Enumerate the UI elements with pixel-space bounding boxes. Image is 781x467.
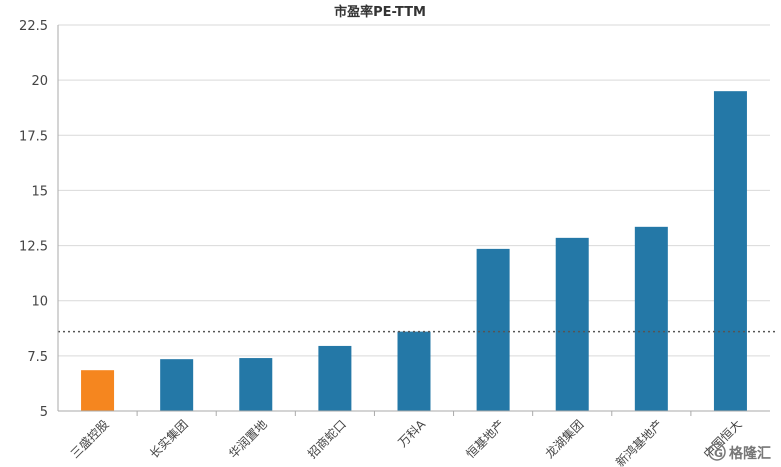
y-tick-label: 20	[31, 74, 48, 89]
y-tick-label: 5	[40, 405, 48, 420]
y-tick-label: 7.5	[27, 350, 48, 365]
x-tick-label: 新鸿基地产	[612, 417, 665, 467]
y-tick-label: 17.5	[19, 129, 48, 144]
bars-layer	[81, 91, 747, 412]
watermark: G 格隆汇	[708, 443, 771, 462]
y-tick-label: 12.5	[19, 240, 48, 255]
x-tick-label: 万科A	[395, 417, 428, 450]
gelonghui-logo-icon	[708, 443, 726, 461]
x-tick-label: 恒基地产	[463, 417, 507, 461]
y-tick-labels: 5 7.5 10 12.5 15 17.5 20 22.5	[19, 19, 48, 420]
x-tick-label: 龙湖集团	[542, 417, 587, 462]
bar-4	[318, 345, 352, 411]
y-tick-label: 22.5	[19, 19, 48, 34]
gelonghui-logo-mark: G	[714, 447, 723, 460]
bar-5	[397, 331, 431, 411]
bar-1	[81, 370, 115, 411]
bar-8	[634, 226, 668, 411]
grid-layer	[58, 24, 770, 357]
watermark-text: 格隆汇	[729, 445, 771, 462]
bar-7	[555, 237, 589, 411]
bar-6	[476, 248, 510, 411]
y-tick-label: 15	[31, 184, 48, 199]
x-tick-label: 长实集团	[146, 417, 191, 462]
x-tick-label: 三盛控股	[67, 417, 112, 462]
chart-title: 市盈率PE-TTM	[334, 4, 426, 20]
bar-3	[239, 358, 273, 411]
x-tick-label: 华润置地	[226, 417, 270, 461]
bar-2	[160, 359, 194, 411]
x-tick-labels: 三盛控股 长实集团 华润置地 招商蛇口 万科A 恒基地产 龙湖集团 新鸿基地产 中国恒大	[67, 417, 744, 467]
y-tick-label: 10	[31, 295, 48, 310]
axis-layer	[57, 25, 770, 416]
x-tick-label: 招商蛇口	[304, 417, 349, 462]
bar-9	[713, 91, 747, 412]
